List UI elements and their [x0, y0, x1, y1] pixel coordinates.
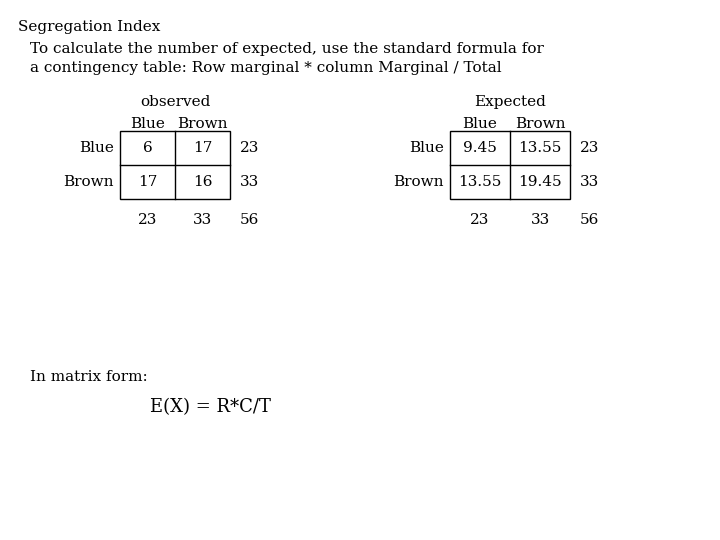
- Text: In matrix form:: In matrix form:: [30, 370, 148, 384]
- Text: 13.55: 13.55: [459, 175, 502, 189]
- Text: 33: 33: [193, 213, 212, 227]
- Text: 23: 23: [240, 141, 259, 155]
- Text: 33: 33: [580, 175, 599, 189]
- Text: 13.55: 13.55: [518, 141, 562, 155]
- Text: Blue: Blue: [130, 117, 165, 131]
- Text: observed: observed: [140, 95, 210, 109]
- Text: 19.45: 19.45: [518, 175, 562, 189]
- Text: 33: 33: [531, 213, 549, 227]
- Text: Brown: Brown: [177, 117, 228, 131]
- Text: Blue: Blue: [79, 141, 114, 155]
- Text: 56: 56: [580, 213, 599, 227]
- Text: 6: 6: [143, 141, 153, 155]
- Text: Blue: Blue: [462, 117, 498, 131]
- Text: Brown: Brown: [394, 175, 444, 189]
- Text: 23: 23: [470, 213, 490, 227]
- Text: Blue: Blue: [409, 141, 444, 155]
- Text: 9.45: 9.45: [463, 141, 497, 155]
- Text: Brown: Brown: [63, 175, 114, 189]
- Text: 16: 16: [193, 175, 212, 189]
- Text: 56: 56: [240, 213, 259, 227]
- Text: Expected: Expected: [474, 95, 546, 109]
- Text: 17: 17: [193, 141, 212, 155]
- Text: To calculate the number of expected, use the standard formula for: To calculate the number of expected, use…: [30, 42, 544, 56]
- Text: a contingency table: Row marginal * column Marginal / Total: a contingency table: Row marginal * colu…: [30, 61, 502, 75]
- Text: 23: 23: [138, 213, 157, 227]
- Text: 33: 33: [240, 175, 259, 189]
- Text: E(X) = R*C/T: E(X) = R*C/T: [150, 398, 271, 416]
- Text: Brown: Brown: [515, 117, 565, 131]
- Text: Segregation Index: Segregation Index: [18, 20, 161, 34]
- Bar: [450, 131, 570, 199]
- Text: 23: 23: [580, 141, 599, 155]
- Bar: [120, 131, 230, 199]
- Text: 17: 17: [138, 175, 157, 189]
